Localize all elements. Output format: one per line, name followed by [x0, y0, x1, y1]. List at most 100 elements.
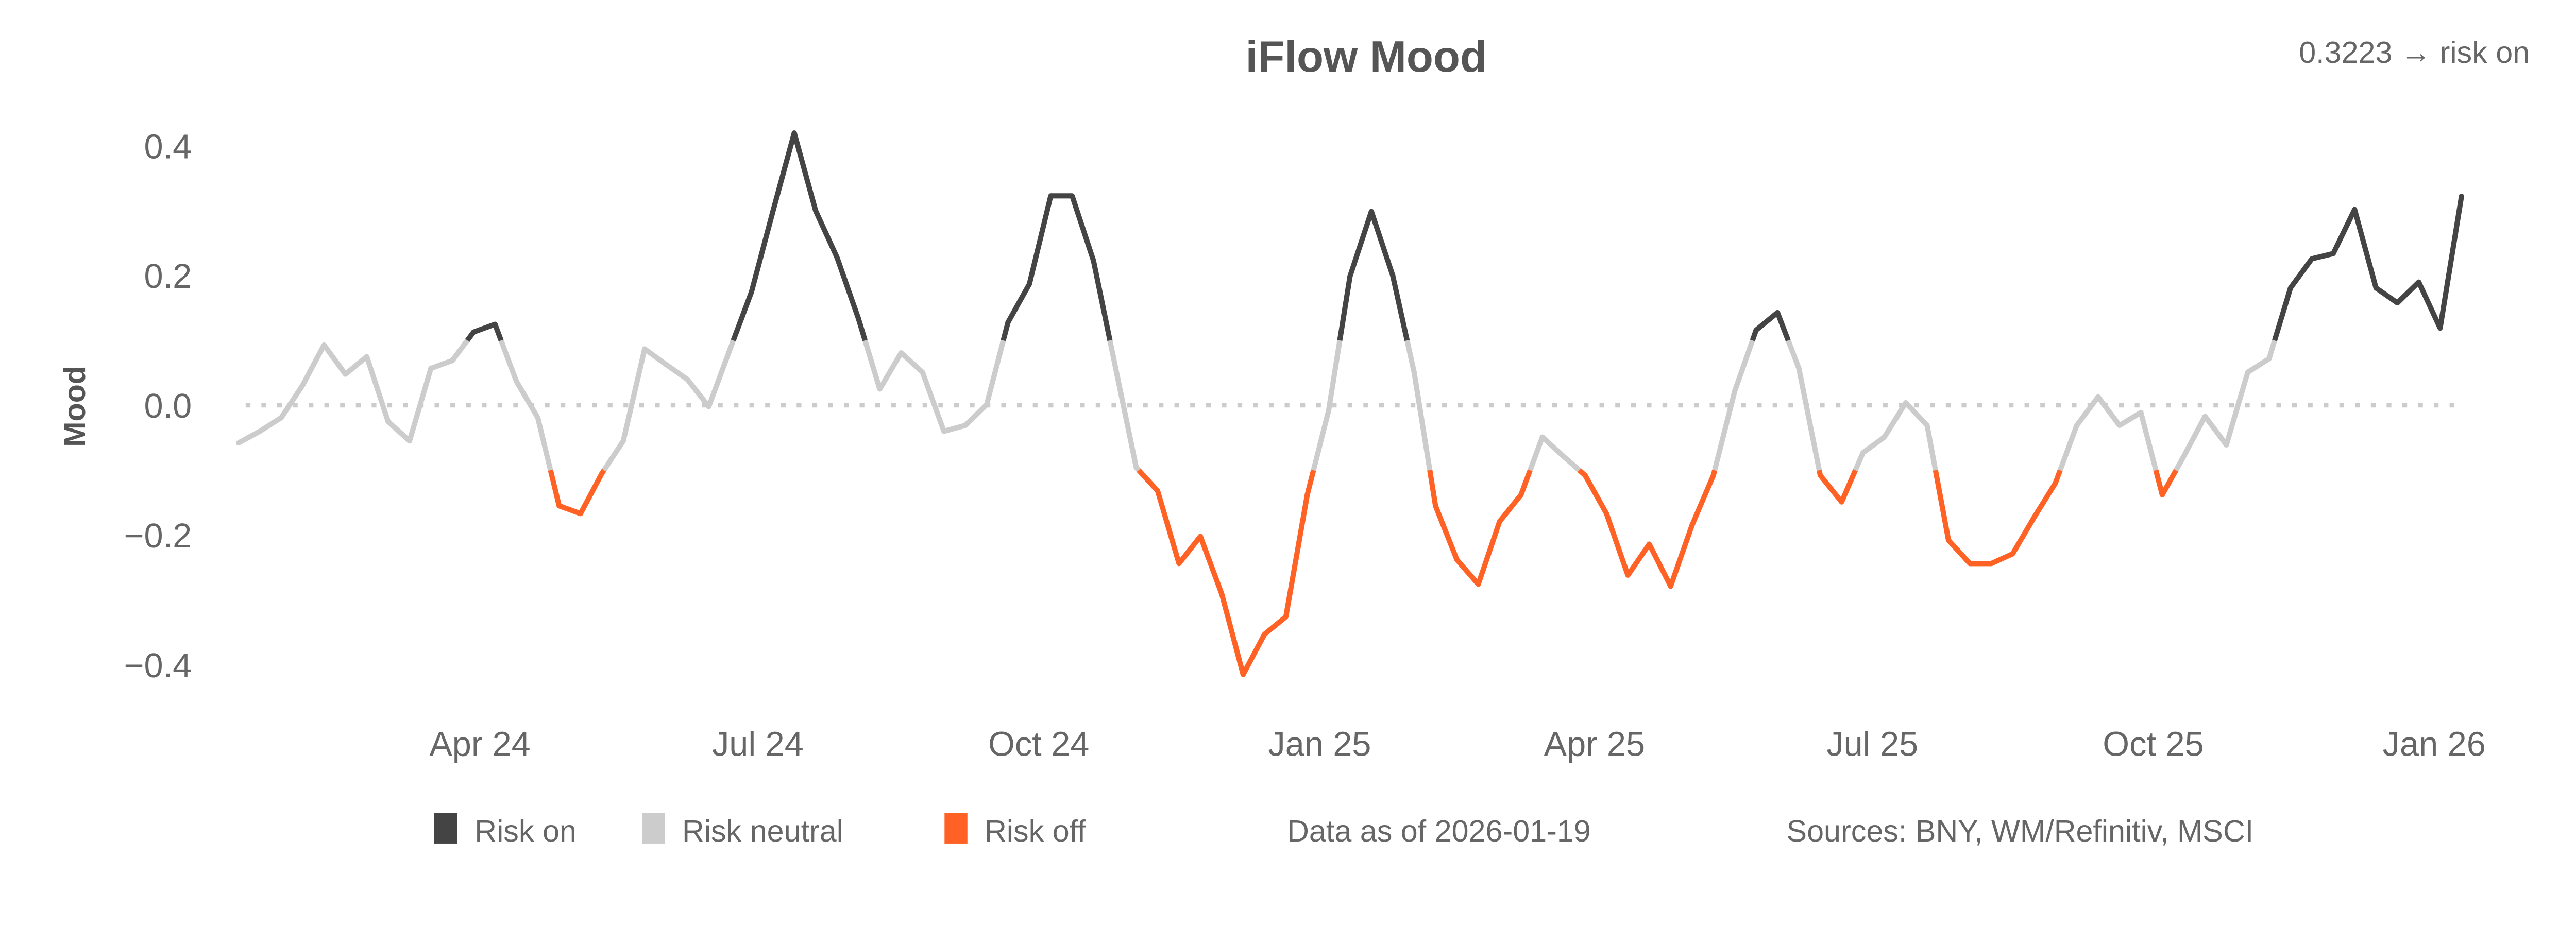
- line-segment-risk-neutral: [1924, 425, 1938, 471]
- data-point: [1903, 400, 1909, 406]
- data-point: [343, 371, 348, 377]
- line-segment-risk-off: [1454, 558, 1481, 586]
- line-segment-risk-neutral: [1540, 435, 1566, 459]
- data-point: [1176, 561, 1182, 566]
- line-segment-risk-off: [1689, 474, 1716, 526]
- line-segment-risk-off: [1177, 535, 1202, 565]
- line-segment-risk-off: [2153, 469, 2165, 496]
- data-point: [1411, 369, 1417, 375]
- data-point: [2031, 514, 2037, 520]
- line-segment-risk-off: [1518, 469, 1533, 496]
- y-tick-label: −0.4: [124, 647, 192, 685]
- data-point: [2074, 422, 2080, 428]
- line-segment-risk-on: [813, 210, 840, 259]
- legend-swatch-risk-off: [944, 813, 968, 844]
- data-point: [706, 404, 711, 409]
- data-point: [1647, 541, 1652, 547]
- data-point: [1133, 465, 1139, 471]
- data-point: [791, 130, 797, 136]
- line-segment-risk-neutral: [1326, 340, 1343, 411]
- data-point: [2437, 325, 2443, 331]
- data-point: [2395, 300, 2400, 306]
- line-segment-risk-on: [2331, 208, 2357, 255]
- line-segment-risk-neutral: [344, 354, 369, 376]
- line-segment-risk-off: [1427, 470, 1438, 507]
- line-segment-risk-on: [2352, 209, 2379, 289]
- data-point: [984, 402, 990, 407]
- sources: Sources: BNY, WM/Refinitiv, MSCI: [1787, 814, 2254, 848]
- data-point: [1604, 511, 1609, 517]
- data-point: [1860, 450, 1866, 456]
- data-point: [1732, 388, 1738, 394]
- line-segment-risk-on: [770, 132, 797, 212]
- line-segment-risk-neutral: [2266, 339, 2277, 359]
- data-point: [1005, 319, 1011, 325]
- line-segment-risk-on: [2395, 280, 2421, 305]
- line-segment-risk-on: [472, 321, 496, 335]
- data-point: [1710, 472, 1716, 478]
- line-segment-risk-neutral: [2224, 371, 2250, 446]
- data-point: [1967, 561, 1973, 566]
- y-tick-label: 0.4: [144, 128, 192, 166]
- data-point: [471, 329, 477, 335]
- line-segment-risk-on: [1027, 195, 1054, 285]
- line-segment-risk-neutral: [430, 358, 453, 371]
- line-segment-risk-off: [1241, 633, 1267, 676]
- line-segment-risk-off: [1304, 469, 1316, 496]
- line-segment-risk-on: [749, 211, 776, 293]
- line-segment-risk-on: [1754, 311, 1780, 332]
- line-segment-risk-neutral: [1796, 368, 1822, 471]
- line-segment-risk-off: [1137, 468, 1160, 493]
- line-segment-risk-neutral: [386, 419, 412, 443]
- data-point: [1882, 434, 1887, 440]
- data-point: [492, 321, 498, 327]
- line-segment-risk-neutral: [1786, 339, 1802, 370]
- data-point: [1283, 614, 1289, 620]
- line-segment-risk-off: [1990, 551, 2014, 566]
- data-point: [1625, 572, 1631, 578]
- iflow-mood-chart: iFlow Mood 0.3223 → risk on Mood 0.40.20…: [57, 32, 2530, 848]
- data-point: [834, 254, 840, 261]
- line-segment-risk-neutral: [1112, 364, 1139, 468]
- data-point: [2416, 279, 2421, 285]
- line-segment-risk-neutral: [2058, 424, 2079, 471]
- line-segment-risk-neutral: [899, 351, 925, 374]
- x-tick-label: Apr 24: [429, 726, 530, 764]
- data-point: [599, 471, 605, 476]
- line-segment-risk-neutral: [364, 355, 391, 423]
- y-axis-ticks: 0.4 0.2 0.0 −0.2 −0.4: [124, 128, 192, 684]
- data-point: [962, 422, 968, 428]
- data-point: [2095, 394, 2101, 400]
- line-segment-risk-neutral: [2096, 395, 2122, 427]
- line-segment-risk-neutral: [300, 344, 327, 387]
- x-tick-label: Jul 24: [712, 726, 804, 764]
- line-segment-risk-off: [1647, 543, 1673, 588]
- line-segment-risk-neutral: [602, 439, 626, 472]
- line-segment-risk-neutral: [2181, 415, 2208, 458]
- line-segment-risk-neutral: [1562, 454, 1581, 472]
- line-segment-risk-on: [1390, 275, 1410, 341]
- line-segment-risk-on: [1091, 260, 1113, 341]
- data-point: [1818, 472, 1823, 478]
- line-segment-risk-on: [2437, 196, 2464, 329]
- data-point: [1839, 499, 1844, 505]
- line-segment-risk-off: [1933, 470, 1952, 541]
- data-point: [2352, 207, 2358, 212]
- line-segment-risk-neutral: [237, 428, 261, 445]
- line-segment-risk-on: [856, 317, 868, 341]
- legend-label-risk-neutral: Risk neutral: [682, 814, 843, 848]
- legend-label-risk-off: Risk off: [985, 814, 1086, 848]
- data-point: [1689, 522, 1695, 528]
- line-segment-risk-off: [1625, 542, 1652, 577]
- data-point: [1497, 519, 1502, 524]
- line-segment-risk-on: [2272, 287, 2293, 341]
- x-axis-ticks: Apr 24 Jul 24 Oct 24 Jan 25 Apr 25 Jul 25 Oct …: [429, 726, 2485, 764]
- data-point: [235, 440, 242, 446]
- data-point: [2159, 492, 2165, 497]
- x-tick-label: Jan 25: [1268, 726, 1371, 764]
- data-point: [1347, 273, 1353, 279]
- legend-swatch-risk-on: [434, 813, 457, 844]
- line-segment-risk-on: [1347, 210, 1374, 278]
- line-segment-risk-on: [1337, 276, 1353, 341]
- line-segment-risk-neutral: [406, 367, 434, 442]
